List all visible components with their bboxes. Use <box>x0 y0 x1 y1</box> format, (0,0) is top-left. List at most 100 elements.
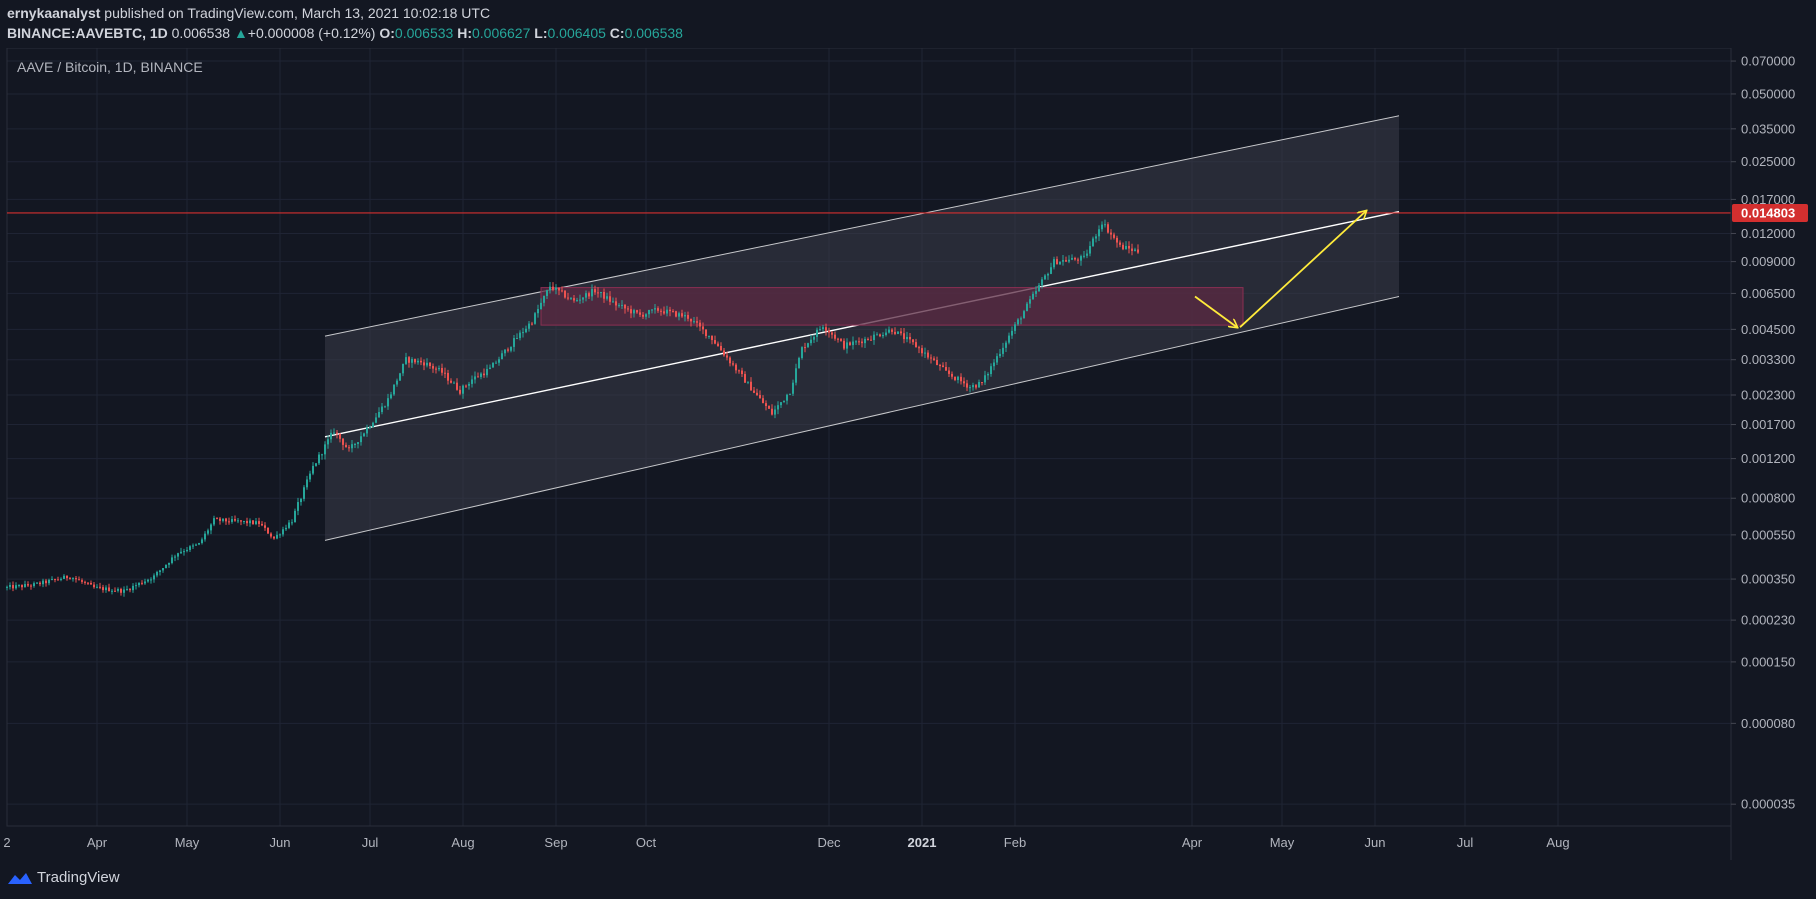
candle[interactable] <box>963 377 965 387</box>
candle[interactable] <box>684 311 686 322</box>
candle[interactable] <box>114 587 116 592</box>
candle[interactable] <box>72 577 74 582</box>
candle[interactable] <box>942 362 944 368</box>
candle[interactable] <box>156 570 158 578</box>
candle[interactable] <box>438 365 440 372</box>
candle[interactable] <box>1053 256 1055 270</box>
candle[interactable] <box>234 515 236 522</box>
candle[interactable] <box>123 586 125 597</box>
candle[interactable] <box>111 589 113 595</box>
candle[interactable] <box>171 554 173 565</box>
candle[interactable] <box>1116 235 1118 248</box>
candle[interactable] <box>9 582 11 590</box>
candle[interactable] <box>282 526 284 537</box>
candle[interactable] <box>909 333 911 344</box>
candle[interactable] <box>1107 222 1109 234</box>
candle[interactable] <box>1020 316 1022 325</box>
candle[interactable] <box>1086 249 1088 259</box>
candle[interactable] <box>648 309 650 318</box>
candle[interactable] <box>465 384 467 389</box>
candle[interactable] <box>195 543 197 547</box>
candle[interactable] <box>366 424 368 437</box>
candle[interactable] <box>939 363 941 371</box>
candle[interactable] <box>693 316 695 324</box>
candle[interactable] <box>81 578 83 584</box>
candle[interactable] <box>435 366 437 374</box>
candle[interactable] <box>90 580 92 585</box>
candle[interactable] <box>207 528 209 536</box>
channel-upper-line[interactable] <box>324 115 1400 337</box>
candle[interactable] <box>936 356 938 366</box>
candle[interactable] <box>603 288 605 303</box>
candle[interactable] <box>306 475 308 490</box>
candle[interactable] <box>645 313 647 320</box>
candle[interactable] <box>456 378 458 391</box>
candle[interactable] <box>84 580 86 585</box>
candle[interactable] <box>594 285 596 295</box>
candle[interactable] <box>522 327 524 338</box>
candle[interactable] <box>144 578 146 585</box>
candle[interactable] <box>654 304 656 314</box>
candle[interactable] <box>825 323 827 336</box>
candle[interactable] <box>354 442 356 449</box>
candle[interactable] <box>468 381 470 390</box>
candle[interactable] <box>1008 332 1010 345</box>
candle[interactable] <box>288 520 290 530</box>
candle[interactable] <box>882 332 884 339</box>
candle[interactable] <box>60 577 62 582</box>
candle[interactable] <box>552 282 554 292</box>
candle[interactable] <box>1089 241 1091 257</box>
candle[interactable] <box>483 368 485 378</box>
candle[interactable] <box>501 350 503 360</box>
candle[interactable] <box>555 284 557 295</box>
candle[interactable] <box>255 517 257 526</box>
candle[interactable] <box>717 341 719 347</box>
candle[interactable] <box>720 342 722 351</box>
candle[interactable] <box>216 517 218 520</box>
candle[interactable] <box>135 582 137 590</box>
candle[interactable] <box>402 363 404 377</box>
candle[interactable] <box>723 347 725 357</box>
candle[interactable] <box>840 337 842 342</box>
candle[interactable] <box>318 451 320 465</box>
tradingview-footer[interactable]: TradingView <box>7 869 120 886</box>
candle[interactable] <box>930 354 932 364</box>
candle[interactable] <box>6 585 8 591</box>
candle[interactable] <box>699 319 701 332</box>
arrows[interactable] <box>1194 211 1366 328</box>
candle[interactable] <box>972 382 974 391</box>
candle[interactable] <box>651 308 653 314</box>
candle[interactable] <box>342 437 344 451</box>
candle[interactable] <box>1077 257 1079 264</box>
candle[interactable] <box>1083 251 1085 259</box>
candle[interactable] <box>162 567 164 573</box>
candle[interactable] <box>747 381 749 385</box>
candle[interactable] <box>477 372 479 378</box>
candle[interactable] <box>174 554 176 562</box>
candle[interactable] <box>804 342 806 353</box>
candle[interactable] <box>1026 301 1028 312</box>
candle[interactable] <box>1065 256 1067 263</box>
candle[interactable] <box>753 386 755 394</box>
candle[interactable] <box>1074 256 1076 261</box>
candle[interactable] <box>1023 309 1025 319</box>
candle[interactable] <box>687 311 689 322</box>
candle[interactable] <box>231 515 233 524</box>
projection-arrow[interactable] <box>1239 211 1366 328</box>
candle[interactable] <box>1104 219 1106 228</box>
candle[interactable] <box>540 298 542 310</box>
candle[interactable] <box>330 429 332 443</box>
candle[interactable] <box>147 578 149 583</box>
candle[interactable] <box>87 581 89 586</box>
candle[interactable] <box>1068 255 1070 264</box>
candle[interactable] <box>264 522 266 531</box>
candle[interactable] <box>606 292 608 301</box>
candle[interactable] <box>273 536 275 540</box>
candle[interactable] <box>348 444 350 452</box>
candle[interactable] <box>783 400 785 403</box>
candle[interactable] <box>1119 240 1121 248</box>
candle[interactable] <box>708 335 710 339</box>
candle[interactable] <box>108 583 110 592</box>
candle[interactable] <box>789 393 791 396</box>
candle[interactable] <box>390 391 392 400</box>
